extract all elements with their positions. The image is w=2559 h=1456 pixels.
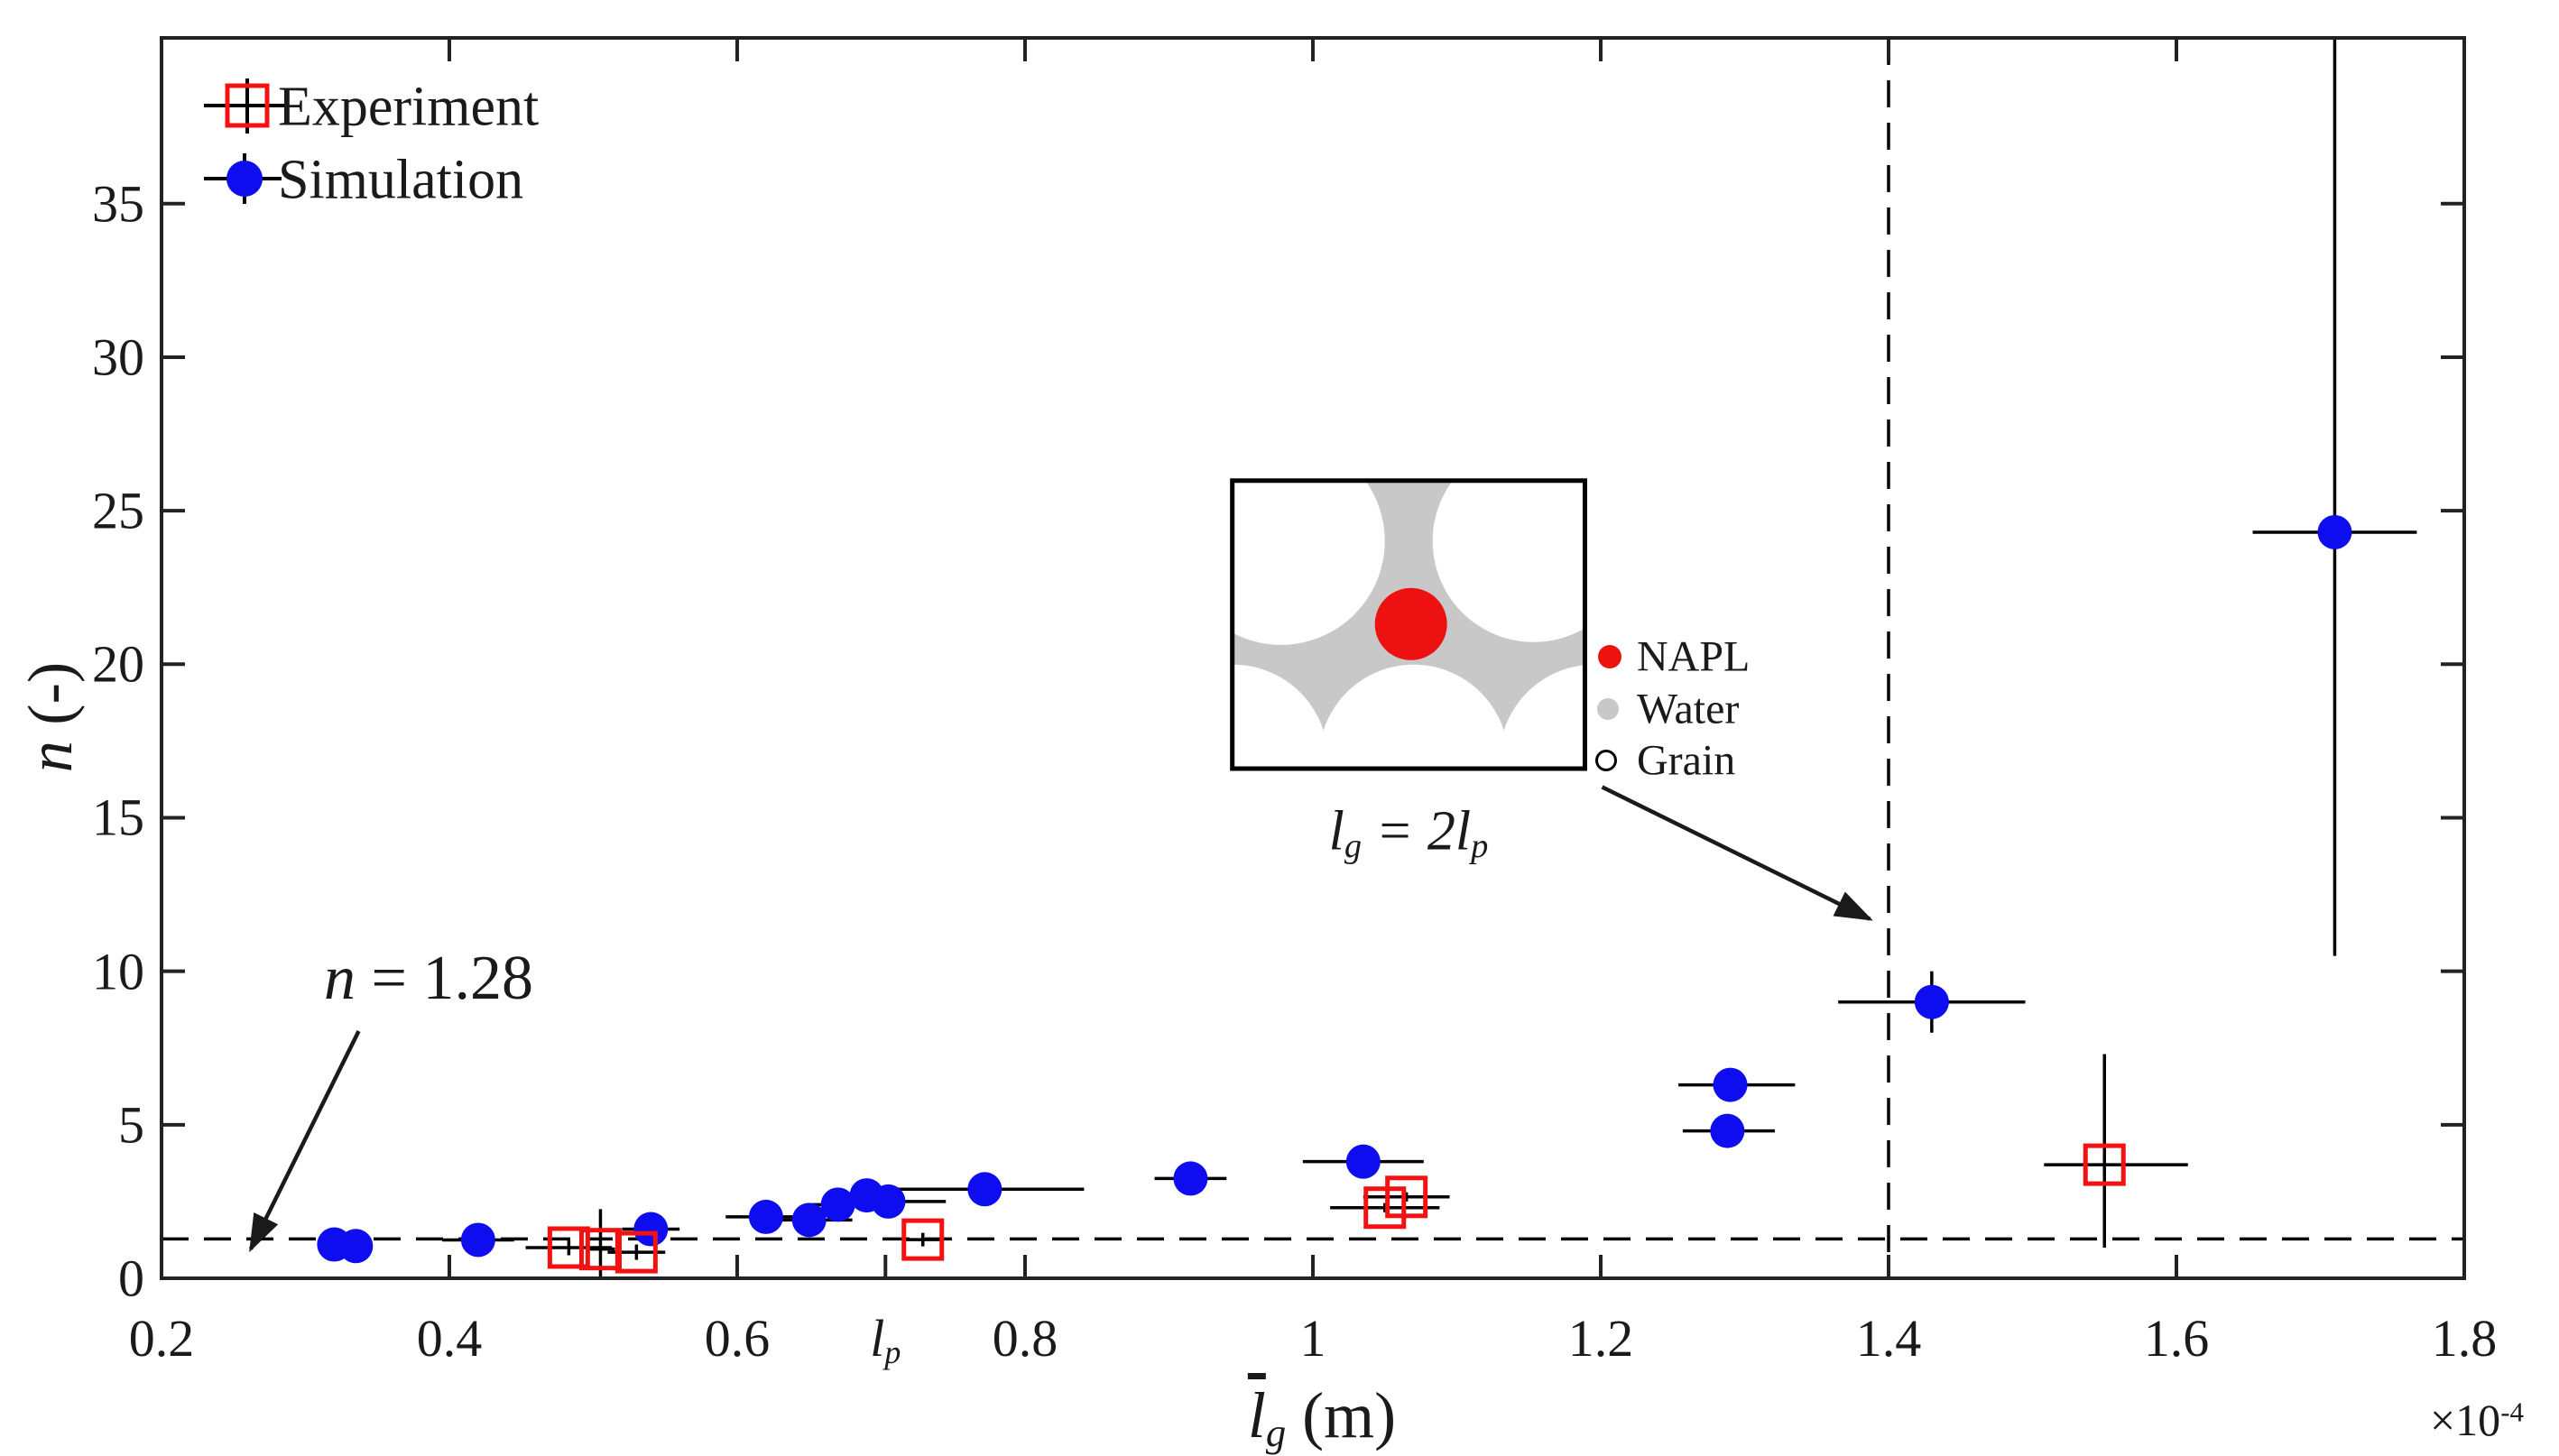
y-tick-label: 20 xyxy=(92,634,144,694)
x-tick-label: 1 xyxy=(1299,1309,1326,1368)
y-tick-label: 0 xyxy=(118,1249,144,1308)
inset-border xyxy=(1230,478,1587,771)
simulation-point xyxy=(748,1199,783,1234)
legend-experiment-marker xyxy=(225,83,270,128)
y-axis-label: n (-) xyxy=(15,662,88,772)
simulation-point xyxy=(1713,1067,1748,1102)
simulation-point xyxy=(633,1212,669,1247)
simulation-point xyxy=(1710,1113,1745,1148)
simulation-point xyxy=(791,1203,827,1238)
x-axis-label: lg (m) xyxy=(1248,1378,1396,1453)
y-tick-label: 30 xyxy=(92,327,144,387)
inset-napl-blob xyxy=(1374,587,1447,660)
x-tick-label: 0.2 xyxy=(128,1309,195,1368)
data-layer xyxy=(317,38,2417,1278)
x-tick-label: 1.2 xyxy=(1567,1309,1634,1368)
y-tick-label: 5 xyxy=(118,1095,144,1155)
inset-grain-circle xyxy=(1432,480,1585,642)
series-simulation xyxy=(317,38,2417,1264)
inset-grain-circle xyxy=(1318,664,1509,769)
series-experiment xyxy=(525,1054,2188,1278)
inset-caption: lg = 2lp xyxy=(1328,800,1489,865)
x-tick-label-lp: lp xyxy=(870,1309,901,1370)
experiment-point xyxy=(1363,1186,1407,1230)
inset-grain-circle xyxy=(1232,480,1385,645)
experiment-point xyxy=(901,1218,945,1261)
simulation-point xyxy=(1914,984,1949,1019)
simulation-point xyxy=(338,1229,374,1264)
legend-label-experiment: Experiment xyxy=(278,76,540,138)
y-tick-label: 25 xyxy=(92,481,144,540)
simulation-point xyxy=(820,1187,855,1222)
y-tick-label: 35 xyxy=(92,174,144,234)
simulation-point xyxy=(967,1172,1002,1207)
annotation-n-128: n = 1.28 xyxy=(324,944,533,1013)
legend-simulation-marker xyxy=(226,161,263,197)
y-tick-label: 15 xyxy=(92,788,144,847)
x-axis-multiplier-exp: -4 xyxy=(2500,1396,2525,1428)
x-axis-multiplier: ×10-4 xyxy=(2429,1395,2525,1445)
inset-legend-napl-icon xyxy=(1598,645,1621,668)
x-tick-label: 1.4 xyxy=(1855,1309,1922,1368)
y-axis-unit: (-) xyxy=(16,661,86,742)
inset-grain-circle xyxy=(1499,665,1585,769)
inset-legend-water-icon xyxy=(1597,698,1619,720)
legend-label-simulation: Simulation xyxy=(278,149,524,211)
simulation-point xyxy=(2317,514,2352,549)
ticks-layer xyxy=(160,38,2466,1280)
x-axis-var: l xyxy=(1247,1379,1266,1451)
experiment-point xyxy=(614,1230,658,1274)
x-tick-label: 0.6 xyxy=(704,1309,771,1368)
x-tick-label: 0.8 xyxy=(992,1309,1058,1368)
legend-markers xyxy=(204,78,285,204)
inset-legend-label-grain: Grain xyxy=(1637,736,1736,785)
inset-grain-circle xyxy=(1232,664,1328,769)
inset-legend-label-water: Water xyxy=(1637,685,1740,733)
simulation-point xyxy=(1345,1144,1381,1179)
y-tick-label: 10 xyxy=(92,942,144,1001)
x-tick-label: 1.8 xyxy=(2431,1309,2498,1368)
simulation-point xyxy=(460,1222,495,1258)
experiment-point xyxy=(547,1226,590,1269)
x-tick-label: 0.4 xyxy=(416,1309,483,1368)
inset-legend-grain-icon xyxy=(1595,750,1617,771)
experiment-point xyxy=(1385,1175,1428,1219)
simulation-point xyxy=(871,1184,906,1219)
inset-legend-label-napl: NAPL xyxy=(1637,632,1751,681)
inset-arrow-to-vline xyxy=(1601,785,1873,921)
x-axis-var-sub: g xyxy=(1265,1409,1287,1455)
simulation-point xyxy=(1173,1161,1208,1196)
inset-schematic xyxy=(1230,478,1621,771)
annotation-arrow-n128 xyxy=(248,1030,361,1253)
experiment-point xyxy=(2083,1143,2126,1186)
y-axis-var: n xyxy=(16,741,86,773)
x-axis-unit: (m) xyxy=(1286,1379,1397,1451)
x-tick-label: 1.6 xyxy=(2143,1309,2210,1368)
